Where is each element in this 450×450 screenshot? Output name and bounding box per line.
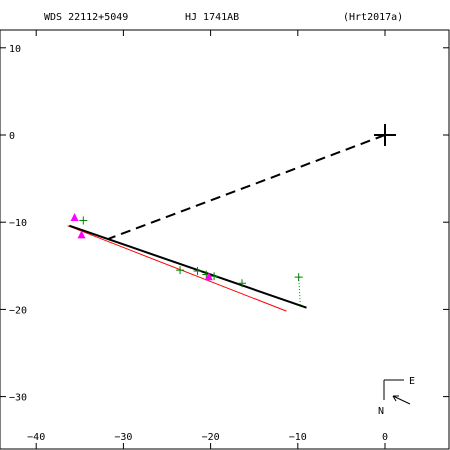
- x-tick-label: −10: [289, 432, 307, 443]
- x-tick-label: −40: [27, 432, 45, 443]
- y-tick-label: 0: [9, 131, 15, 142]
- residual-link: [298, 277, 301, 306]
- connector-line: [108, 134, 386, 240]
- observation-point: [79, 216, 88, 225]
- motion-arrow-shaft: [392, 395, 411, 405]
- y-tick-label: −30: [9, 393, 27, 404]
- motion-arrow-head-b: [392, 395, 397, 402]
- compass-north-label: N: [378, 406, 384, 417]
- x-axis-ticks: −40 −30 −20 −10 0: [27, 30, 388, 449]
- observation-points: [79, 216, 303, 288]
- observation-point: [237, 279, 246, 288]
- x-tick-label: 0: [382, 432, 388, 443]
- x-tick-label: −30: [114, 432, 132, 443]
- wds-label: WDS 22112+5049: [44, 12, 128, 23]
- plot-frame: [0, 29, 450, 450]
- y-axis-ticks: 10 0 −10 −20 −30: [0, 44, 449, 404]
- highlighted-point: [70, 212, 79, 221]
- compass: E N: [378, 376, 415, 417]
- orbit-fit-line: [69, 224, 307, 309]
- observation-point: [294, 273, 303, 282]
- highlighted-points: [70, 212, 213, 281]
- highlighted-point: [204, 272, 213, 281]
- observation-point: [193, 267, 202, 276]
- y-tick-label: 10: [9, 44, 21, 55]
- header: WDS 22112+5049 HJ 1741AB (Hrt2017a): [44, 12, 403, 23]
- fit-lines: [67, 134, 386, 312]
- observation-point: [176, 266, 185, 275]
- observation-point: [210, 272, 219, 281]
- highlighted-point: [77, 230, 86, 239]
- y-tick-label: −20: [9, 305, 27, 316]
- x-tick-label: −20: [202, 432, 220, 443]
- primary-star-marker: [374, 124, 396, 146]
- star-name-label: HJ 1741AB: [185, 12, 239, 23]
- y-tick-label: −10: [9, 218, 27, 229]
- compass-east-label: E: [409, 376, 415, 387]
- alternate-fit-line: [67, 225, 287, 312]
- reference-label: (Hrt2017a): [343, 12, 403, 23]
